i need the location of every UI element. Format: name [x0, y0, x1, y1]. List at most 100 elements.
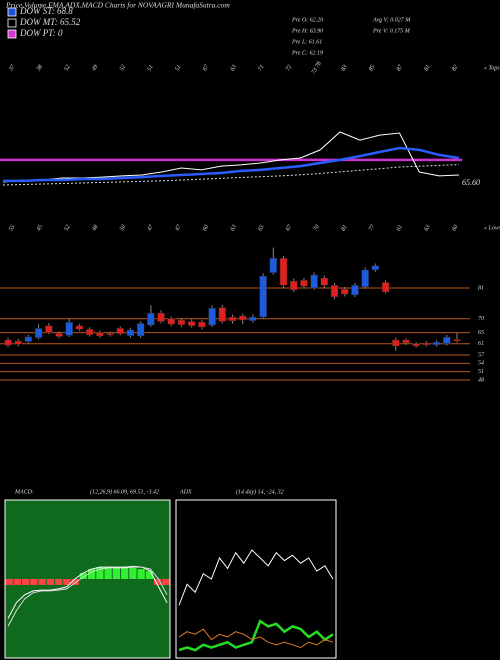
rotated-level-label: 61	[396, 224, 404, 232]
histogram-bar	[112, 567, 120, 579]
candle-body	[24, 336, 33, 342]
rotated-level-label: 67	[285, 223, 294, 232]
candle-body	[279, 257, 288, 286]
candle-body	[167, 318, 176, 325]
rotated-level-label: 60	[451, 224, 459, 232]
rotated-level-label: 48	[90, 224, 99, 233]
candle-body	[412, 343, 420, 347]
candle-body	[228, 316, 237, 322]
row-title: « Lows	[484, 225, 500, 231]
series-line	[178, 549, 334, 606]
rotated-level-label: 72	[285, 64, 293, 72]
series-line	[178, 619, 334, 652]
candle-body	[320, 277, 329, 286]
histogram-bar	[88, 569, 96, 579]
rotated-level-label: 77	[368, 223, 377, 232]
histogram-bar	[129, 567, 137, 579]
histogram-bar	[145, 571, 153, 579]
rotated-level-label: 81	[340, 224, 348, 232]
price-stat: Pre H: 63.90	[291, 28, 323, 34]
y-tick-label: 70	[478, 316, 484, 322]
rotated-level-label: 52	[119, 64, 127, 72]
candle-body	[85, 329, 94, 336]
rotated-level-label: 82	[451, 64, 459, 72]
legend-swatch	[7, 18, 17, 28]
histogram-bar	[38, 579, 46, 585]
histogram-bar	[55, 579, 63, 585]
rotated-level-label: 63	[424, 224, 432, 232]
legend-swatch	[7, 7, 17, 17]
y-tick-label: 57	[478, 352, 485, 358]
histogram-bar	[121, 567, 129, 579]
candle-body	[341, 288, 349, 295]
rotated-level-label: 55	[8, 224, 16, 232]
candle-body	[371, 265, 380, 271]
candle-body	[422, 342, 431, 346]
candle-body	[351, 284, 359, 296]
y-tick-label: 51	[478, 369, 484, 375]
rotated-level-label: 71	[257, 64, 265, 72]
y-tick-label: 54	[478, 360, 484, 367]
panel-subtitle: (12,26,9) 66.09, 69.51, -3.42	[90, 488, 159, 495]
price-stat: Pre O: 62.20	[291, 17, 323, 23]
candle-body	[330, 284, 339, 298]
histogram-bar	[30, 579, 38, 585]
candle-body	[34, 328, 43, 338]
legend-label: DOW MT: 65.52	[19, 17, 81, 27]
candle-body	[269, 257, 278, 273]
histogram-bar	[22, 579, 30, 585]
legend-label: DOW ST: 68.8	[19, 6, 73, 16]
rotated-level-label: 81	[424, 64, 432, 72]
histogram-bar	[96, 567, 104, 579]
candle-body	[218, 307, 227, 322]
candle-body	[106, 332, 114, 336]
candle-body	[300, 279, 308, 287]
rotated-level-label: 73 78	[311, 61, 323, 76]
rotated-level-label: 47	[173, 223, 183, 233]
rotated-level-label: 45	[35, 224, 44, 233]
rotated-level-label: 50	[119, 224, 127, 232]
candle-body	[65, 322, 73, 336]
rotated-level-label: 65	[257, 224, 265, 232]
rotated-level-label: 51	[174, 64, 182, 72]
candle-body	[177, 319, 186, 326]
candle-body	[453, 339, 461, 342]
histogram-bar	[154, 579, 162, 585]
rotated-level-label: 83	[340, 64, 348, 72]
panel-background	[4, 499, 171, 659]
candle-body	[289, 280, 298, 291]
y-tick-label: 65	[478, 330, 484, 336]
volume-stat: Avg V: 0.027 M	[372, 17, 411, 23]
y-tick-label: 48	[478, 376, 484, 383]
candle-body	[55, 332, 63, 337]
volume-stat: Pre V: 0.175 M	[372, 28, 411, 34]
histogram-bar	[71, 579, 79, 585]
candle-body	[381, 282, 390, 293]
rotated-level-label: 37	[8, 63, 17, 73]
panel-subtitle: (14 day) 14, -24, 32	[236, 488, 284, 495]
series-line	[178, 628, 334, 649]
candle-body	[392, 339, 400, 347]
panel-title: MACD:	[14, 489, 34, 495]
candle-body	[14, 340, 22, 345]
candle-body	[157, 312, 165, 322]
legend-swatch	[7, 29, 17, 39]
rotated-level-label: 60	[202, 224, 210, 232]
candle-body	[361, 269, 369, 288]
rotated-level-label: 38	[35, 64, 44, 73]
candle-body	[126, 329, 135, 336]
rotated-level-label: 63	[230, 224, 238, 232]
histogram-bar	[46, 579, 54, 585]
rotated-level-label: 70	[313, 224, 321, 232]
panel-title: ADX	[179, 489, 192, 495]
rotated-level-label: 52	[64, 64, 72, 72]
histogram-bar	[63, 579, 71, 585]
price-stat: Pre L: 61.61	[291, 39, 322, 45]
candle-body	[75, 325, 84, 330]
rotated-level-label: 87	[396, 63, 405, 72]
candle-body	[432, 341, 441, 346]
histogram-bar	[79, 573, 87, 579]
candle-body	[443, 336, 451, 345]
rotated-level-label: 85	[368, 64, 376, 72]
